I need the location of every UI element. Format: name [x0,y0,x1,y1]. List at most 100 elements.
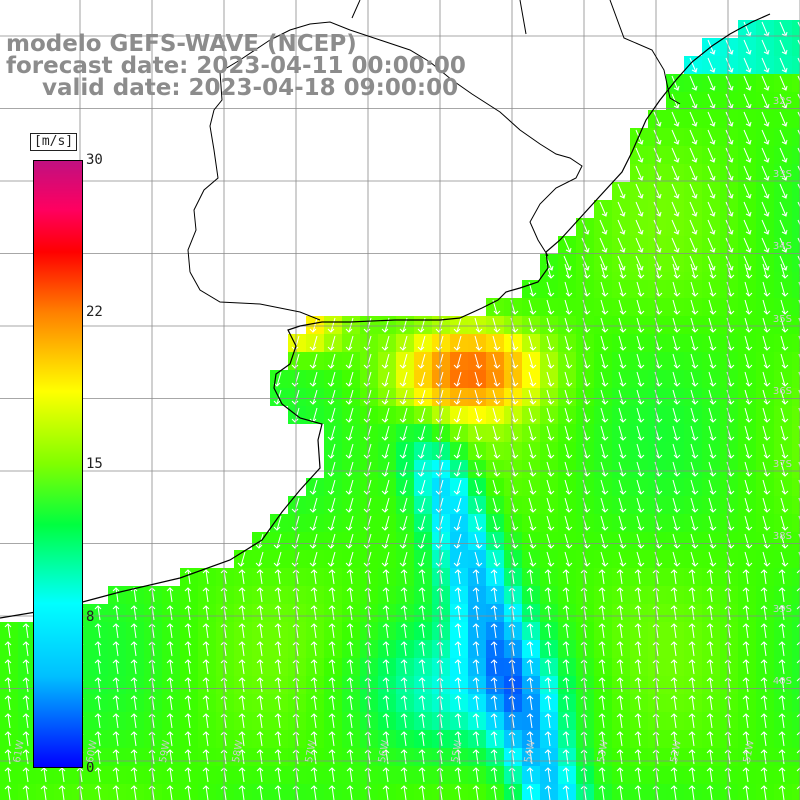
wind-arrow [780,353,789,369]
wind-arrow [779,201,788,217]
wind-arrow [417,479,426,495]
wind-arrow [634,623,642,639]
wind-arrow [617,219,626,235]
wind-arrow [636,317,645,333]
wind-arrow [273,551,282,567]
wind-arrow [417,371,426,387]
wind-arrow [761,75,770,91]
wind-arrow [474,497,483,513]
wind-arrow [22,713,30,729]
wind-arrow [780,371,789,387]
wind-arrow [474,407,483,423]
wind-arrow [472,641,480,657]
wind-arrow [528,425,537,441]
wind-arrow [328,731,336,747]
wind-arrow [671,129,680,145]
wind-arrow [130,767,138,783]
wind-arrow [453,497,462,513]
wind-arrow [564,371,573,387]
wind-arrow [672,353,681,369]
wind-arrow [310,659,318,675]
wind-arrow [688,659,696,675]
wind-arrow [688,767,696,783]
wind-arrow [742,569,750,585]
wind-arrow [546,461,555,477]
wind-arrow [743,201,752,217]
wind-arrow [744,389,753,405]
wind-arrow [310,605,318,621]
wind-arrow [400,641,408,657]
wind-arrow [310,731,318,747]
wind-arrow [184,659,192,675]
wind-arrow [417,515,426,531]
wind-arrow [546,335,555,351]
wind-arrow [130,695,138,711]
wind-arrow [345,353,354,369]
wind-arrow [725,255,734,271]
wind-arrow [617,183,626,199]
wind-cell [792,74,800,92]
wind-arrow [112,659,120,675]
wind-arrow [492,461,501,477]
wind-arrow [598,677,606,693]
wind-arrow [688,713,696,729]
wind-arrow [328,659,336,675]
wind-arrow [166,677,174,693]
wind-cell [792,352,800,370]
lat-label: 35S [772,313,792,325]
wind-arrow [490,641,498,657]
wind-arrow [238,731,246,747]
wind-arrow [202,587,210,603]
wind-arrow [327,515,336,531]
wind-arrow [743,237,752,253]
wind-cell [792,406,800,424]
wind-arrow [346,677,354,693]
wind-arrow [653,201,662,217]
wind-arrow [708,515,717,531]
wind-arrow [762,263,771,279]
wind-arrow [202,569,210,585]
wind-arrow [760,659,768,675]
wind-arrow [761,129,770,145]
wind-arrow [544,731,552,747]
wind-arrow [274,569,282,585]
wind-arrow [760,749,768,765]
lat-label: 40S [772,676,792,687]
wind-arrow [40,767,48,783]
wind-arrow [274,785,282,800]
wind-arrow [453,407,462,423]
wind-arrow [671,219,680,235]
wind-arrow [778,749,786,765]
wind-arrow [382,641,390,657]
wind-arrow [618,371,627,387]
wind-arrow [58,785,66,800]
wind-arrow [779,111,788,127]
wind-arrow [274,695,282,711]
wind-arrow [492,479,501,495]
wind-arrow [345,425,354,441]
wind-arrow [725,219,734,235]
wind-arrow [760,677,768,693]
wind-arrow [690,497,699,513]
wind-arrow [779,147,788,163]
wind-arrow [706,569,714,585]
wind-cell [792,550,800,568]
wind-arrow [797,201,800,215]
wind-arrow [400,605,408,621]
wind-arrow [636,425,645,441]
wind-arrow [22,731,30,747]
wind-arrow [472,713,480,729]
wind-arrow [635,255,644,271]
wind-arrow [309,317,318,333]
wind-arrow [708,263,717,279]
wind-arrow [779,39,788,55]
wind-cell [792,254,800,272]
wind-arrow [274,659,282,675]
wind-arrow [690,263,699,279]
wind-arrow [492,497,501,513]
wind-arrow [453,443,462,459]
wind-arrow [761,201,770,217]
wind-arrow [526,641,534,657]
wind-arrow [760,695,768,711]
wind-arrow [256,785,264,800]
